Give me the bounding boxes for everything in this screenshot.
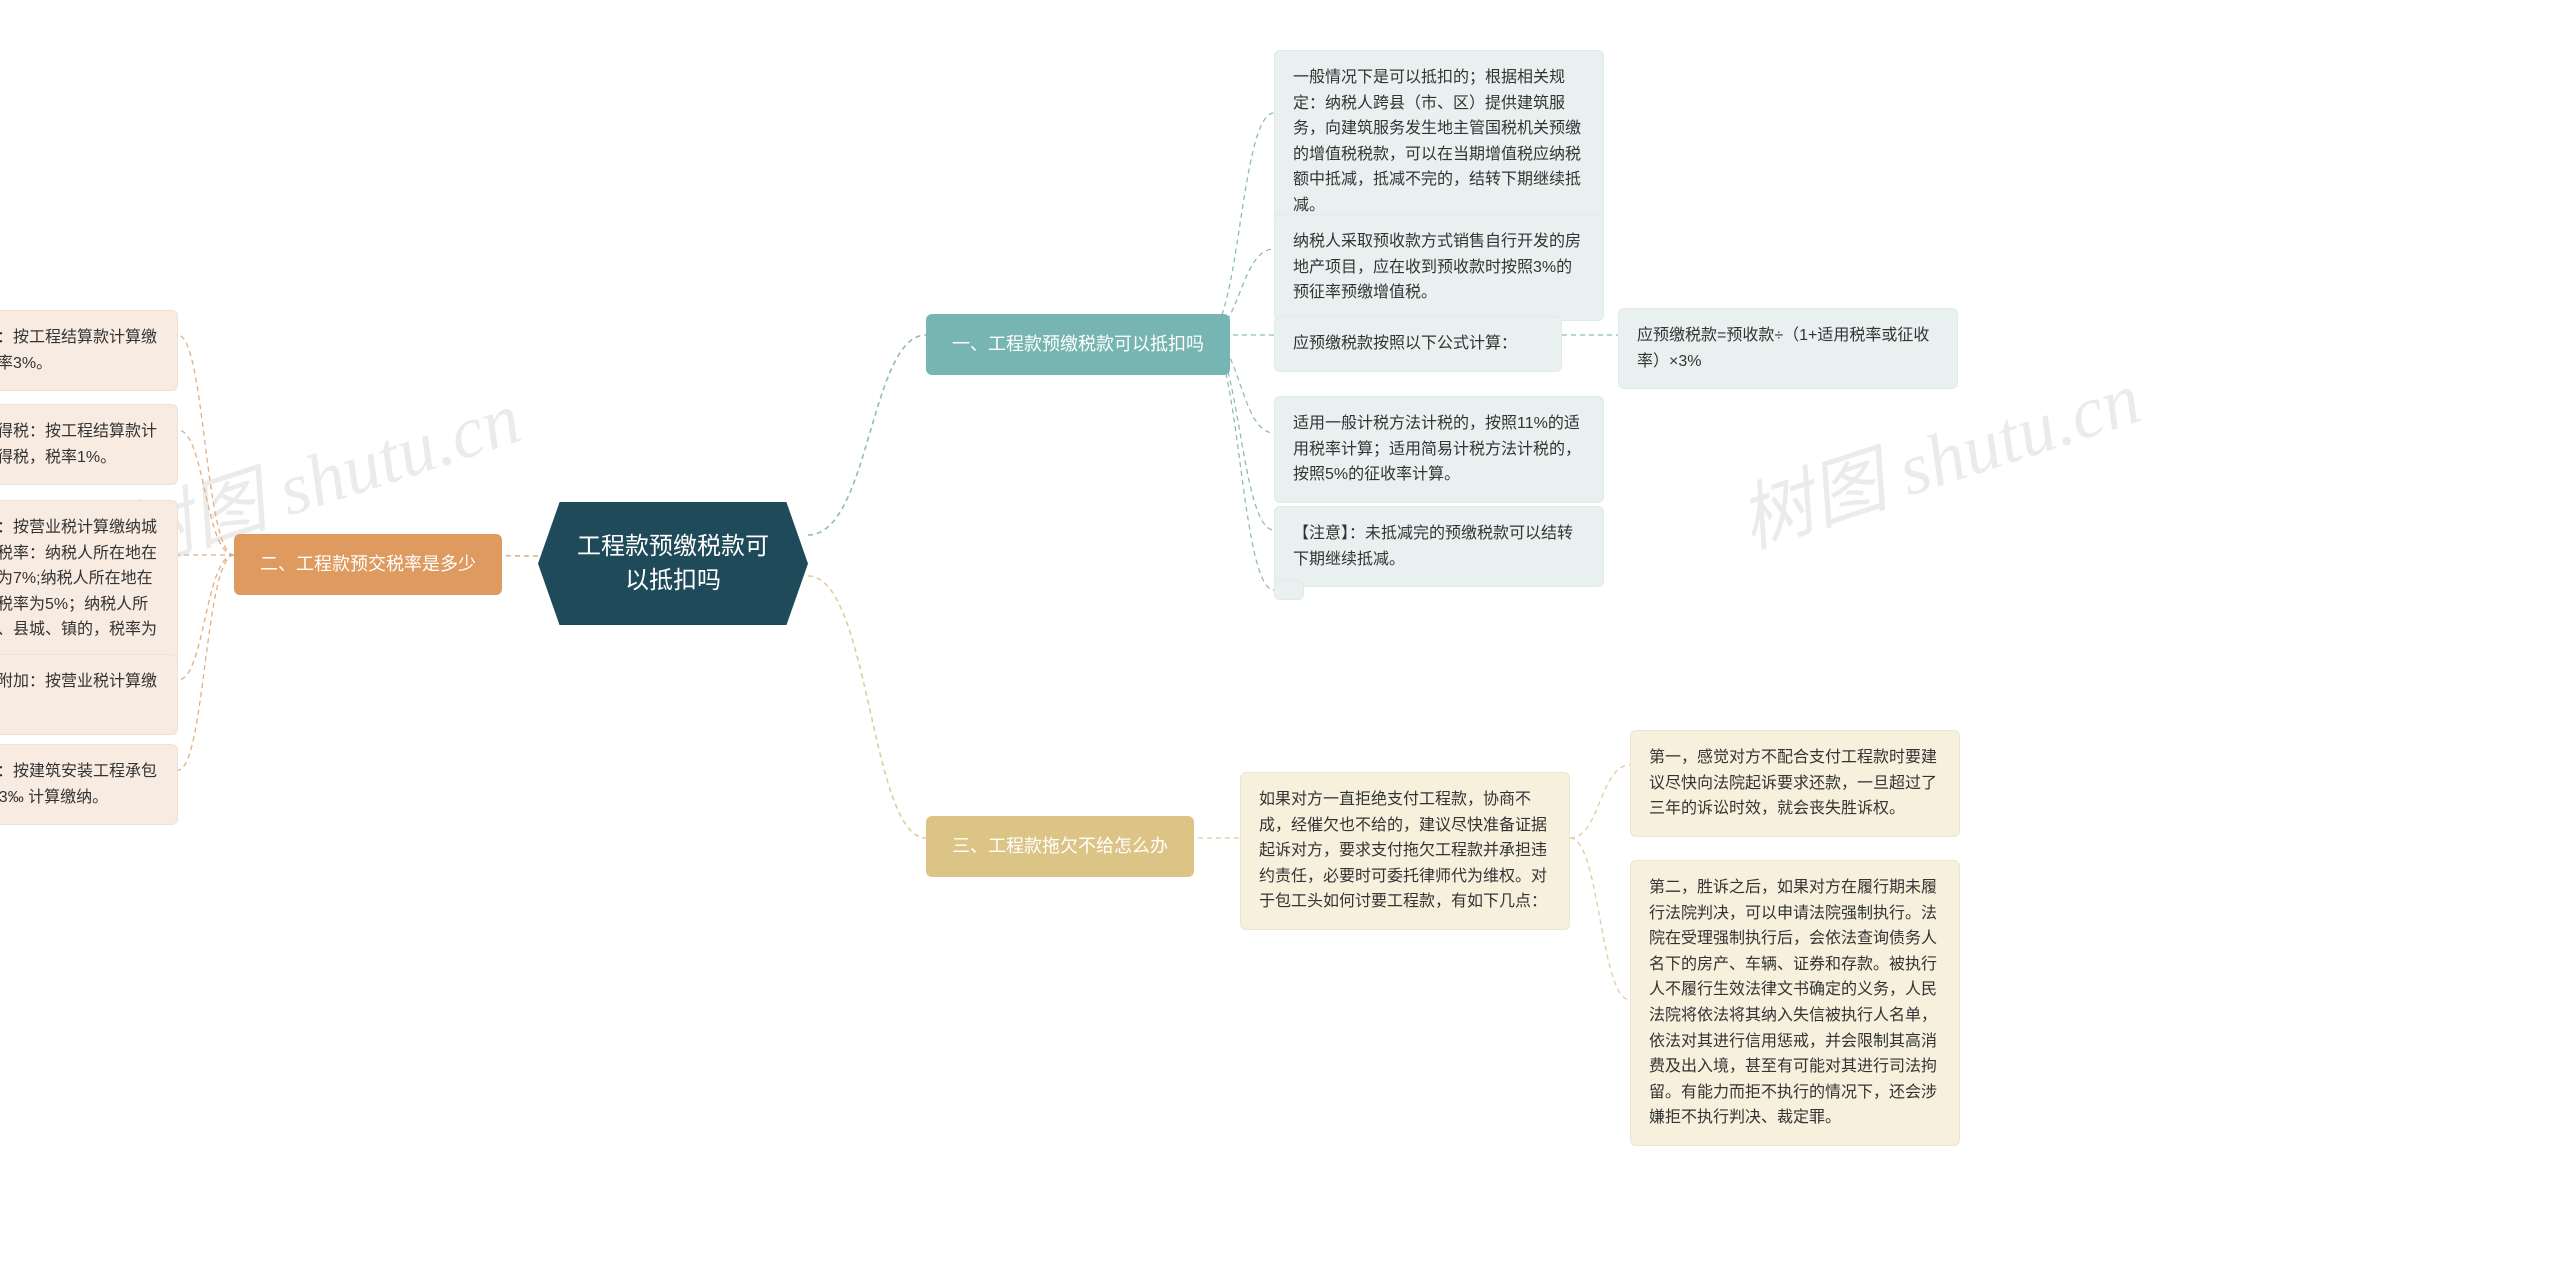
root-node: 工程款预缴税款可以抵扣吗 [538, 502, 808, 625]
branch1-item-3: 适用一般计税方法计税的，按照11%的适用税率计算；适用简易计税方法计税的，按照5… [1274, 396, 1604, 503]
branch1-empty-node [1274, 580, 1304, 600]
branch1-item-2: 应预缴税款按照以下公式计算： [1274, 316, 1562, 372]
branch-1-header: 一、工程款预缴税款可以抵扣吗 [926, 314, 1230, 375]
branch-2-header: 二、工程款预交税率是多少 [234, 534, 502, 595]
branch2-item-3: （四）教育费附加：按营业税计算缴纳，税率3%。 [0, 654, 178, 735]
branch3-item-0: 第一，感觉对方不配合支付工程款时要建议尽快向法院起诉要求还款，一旦超过了三年的诉… [1630, 730, 1960, 837]
branch2-item-0: （一）营业税：按工程结算款计算缴纳营业税，税率3%。 [0, 310, 178, 391]
branch1-item-0: 一般情况下是可以抵扣的；根据相关规定：纳税人跨县（市、区）提供建筑服务，向建筑服… [1274, 50, 1604, 234]
branch2-item-4: （五）印花税：按建筑安装工程承包合同金额的 0.3‰ 计算缴纳。 [0, 744, 178, 825]
branch3-summary: 如果对方一直拒绝支付工程款，协商不成，经催欠也不给的，建议尽快准备证据起诉对方，… [1240, 772, 1570, 930]
branch2-item-1: （二）个人所得税：按工程结算款计算缴纳个人所得税，税率1%。 [0, 404, 178, 485]
branch-3-header: 三、工程款拖欠不给怎么办 [926, 816, 1194, 877]
branch1-formula: 应预缴税款=预收款÷（1+适用税率或征收率）×3% [1618, 308, 1958, 389]
branch1-item-1: 纳税人采取预收款方式销售自行开发的房地产项目，应在收到预收款时按照3%的预征率预… [1274, 214, 1604, 321]
branch1-item-4: 【注意】：未抵减完的预缴税款可以结转下期继续抵减。 [1274, 506, 1604, 587]
branch3-item-1: 第二，胜诉之后，如果对方在履行期未履行法院判决，可以申请法院强制执行。法院在受理… [1630, 860, 1960, 1146]
